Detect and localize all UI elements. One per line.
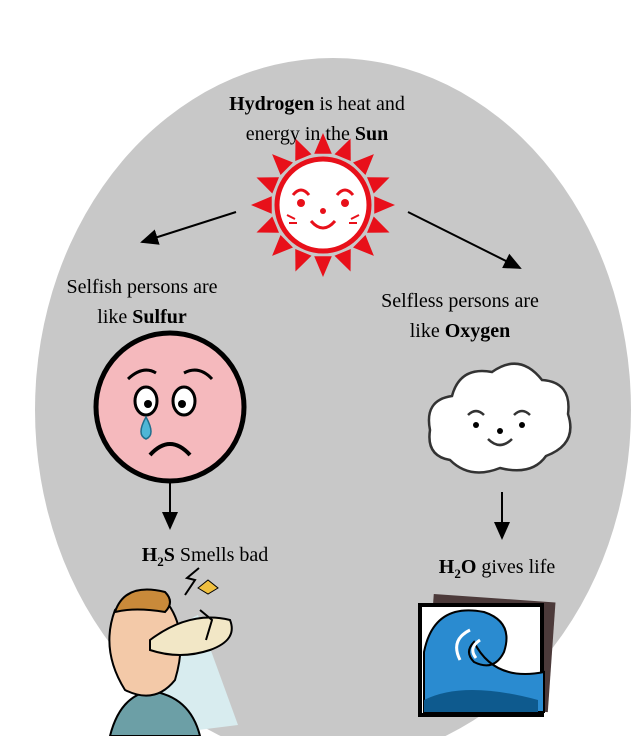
bold-text: Oxygen	[445, 320, 511, 342]
formula: S	[164, 544, 175, 566]
left-text: Selfish persons are	[66, 276, 217, 298]
top-text-line: energy in the Sun	[246, 123, 388, 145]
wave-clipart	[420, 594, 555, 715]
formula: H	[142, 544, 158, 566]
text: is heat and	[319, 93, 405, 115]
right-text-line: like Oxygen	[410, 320, 511, 342]
top-text-line: Hydrogen is heat and	[229, 93, 405, 115]
bold-text: Sun	[355, 123, 388, 145]
text: like	[410, 320, 440, 342]
diagram: Hydrogen is heat and energy in the Sun S…	[0, 0, 633, 736]
text: energy in the	[246, 123, 350, 145]
text: Smells bad	[180, 544, 268, 566]
bold-text: Sulfur	[132, 306, 187, 328]
formula: O	[461, 556, 477, 578]
text: like	[97, 306, 127, 328]
text: gives life	[481, 556, 555, 578]
right-text: Selfless persons are	[381, 290, 539, 312]
bold-text: Hydrogen	[229, 93, 314, 115]
page: Hydrogen is heat and energy in the Sun S…	[0, 0, 633, 736]
left-text-line: like Sulfur	[97, 306, 187, 328]
formula: H	[439, 556, 455, 578]
sad-face-icon	[96, 333, 244, 481]
